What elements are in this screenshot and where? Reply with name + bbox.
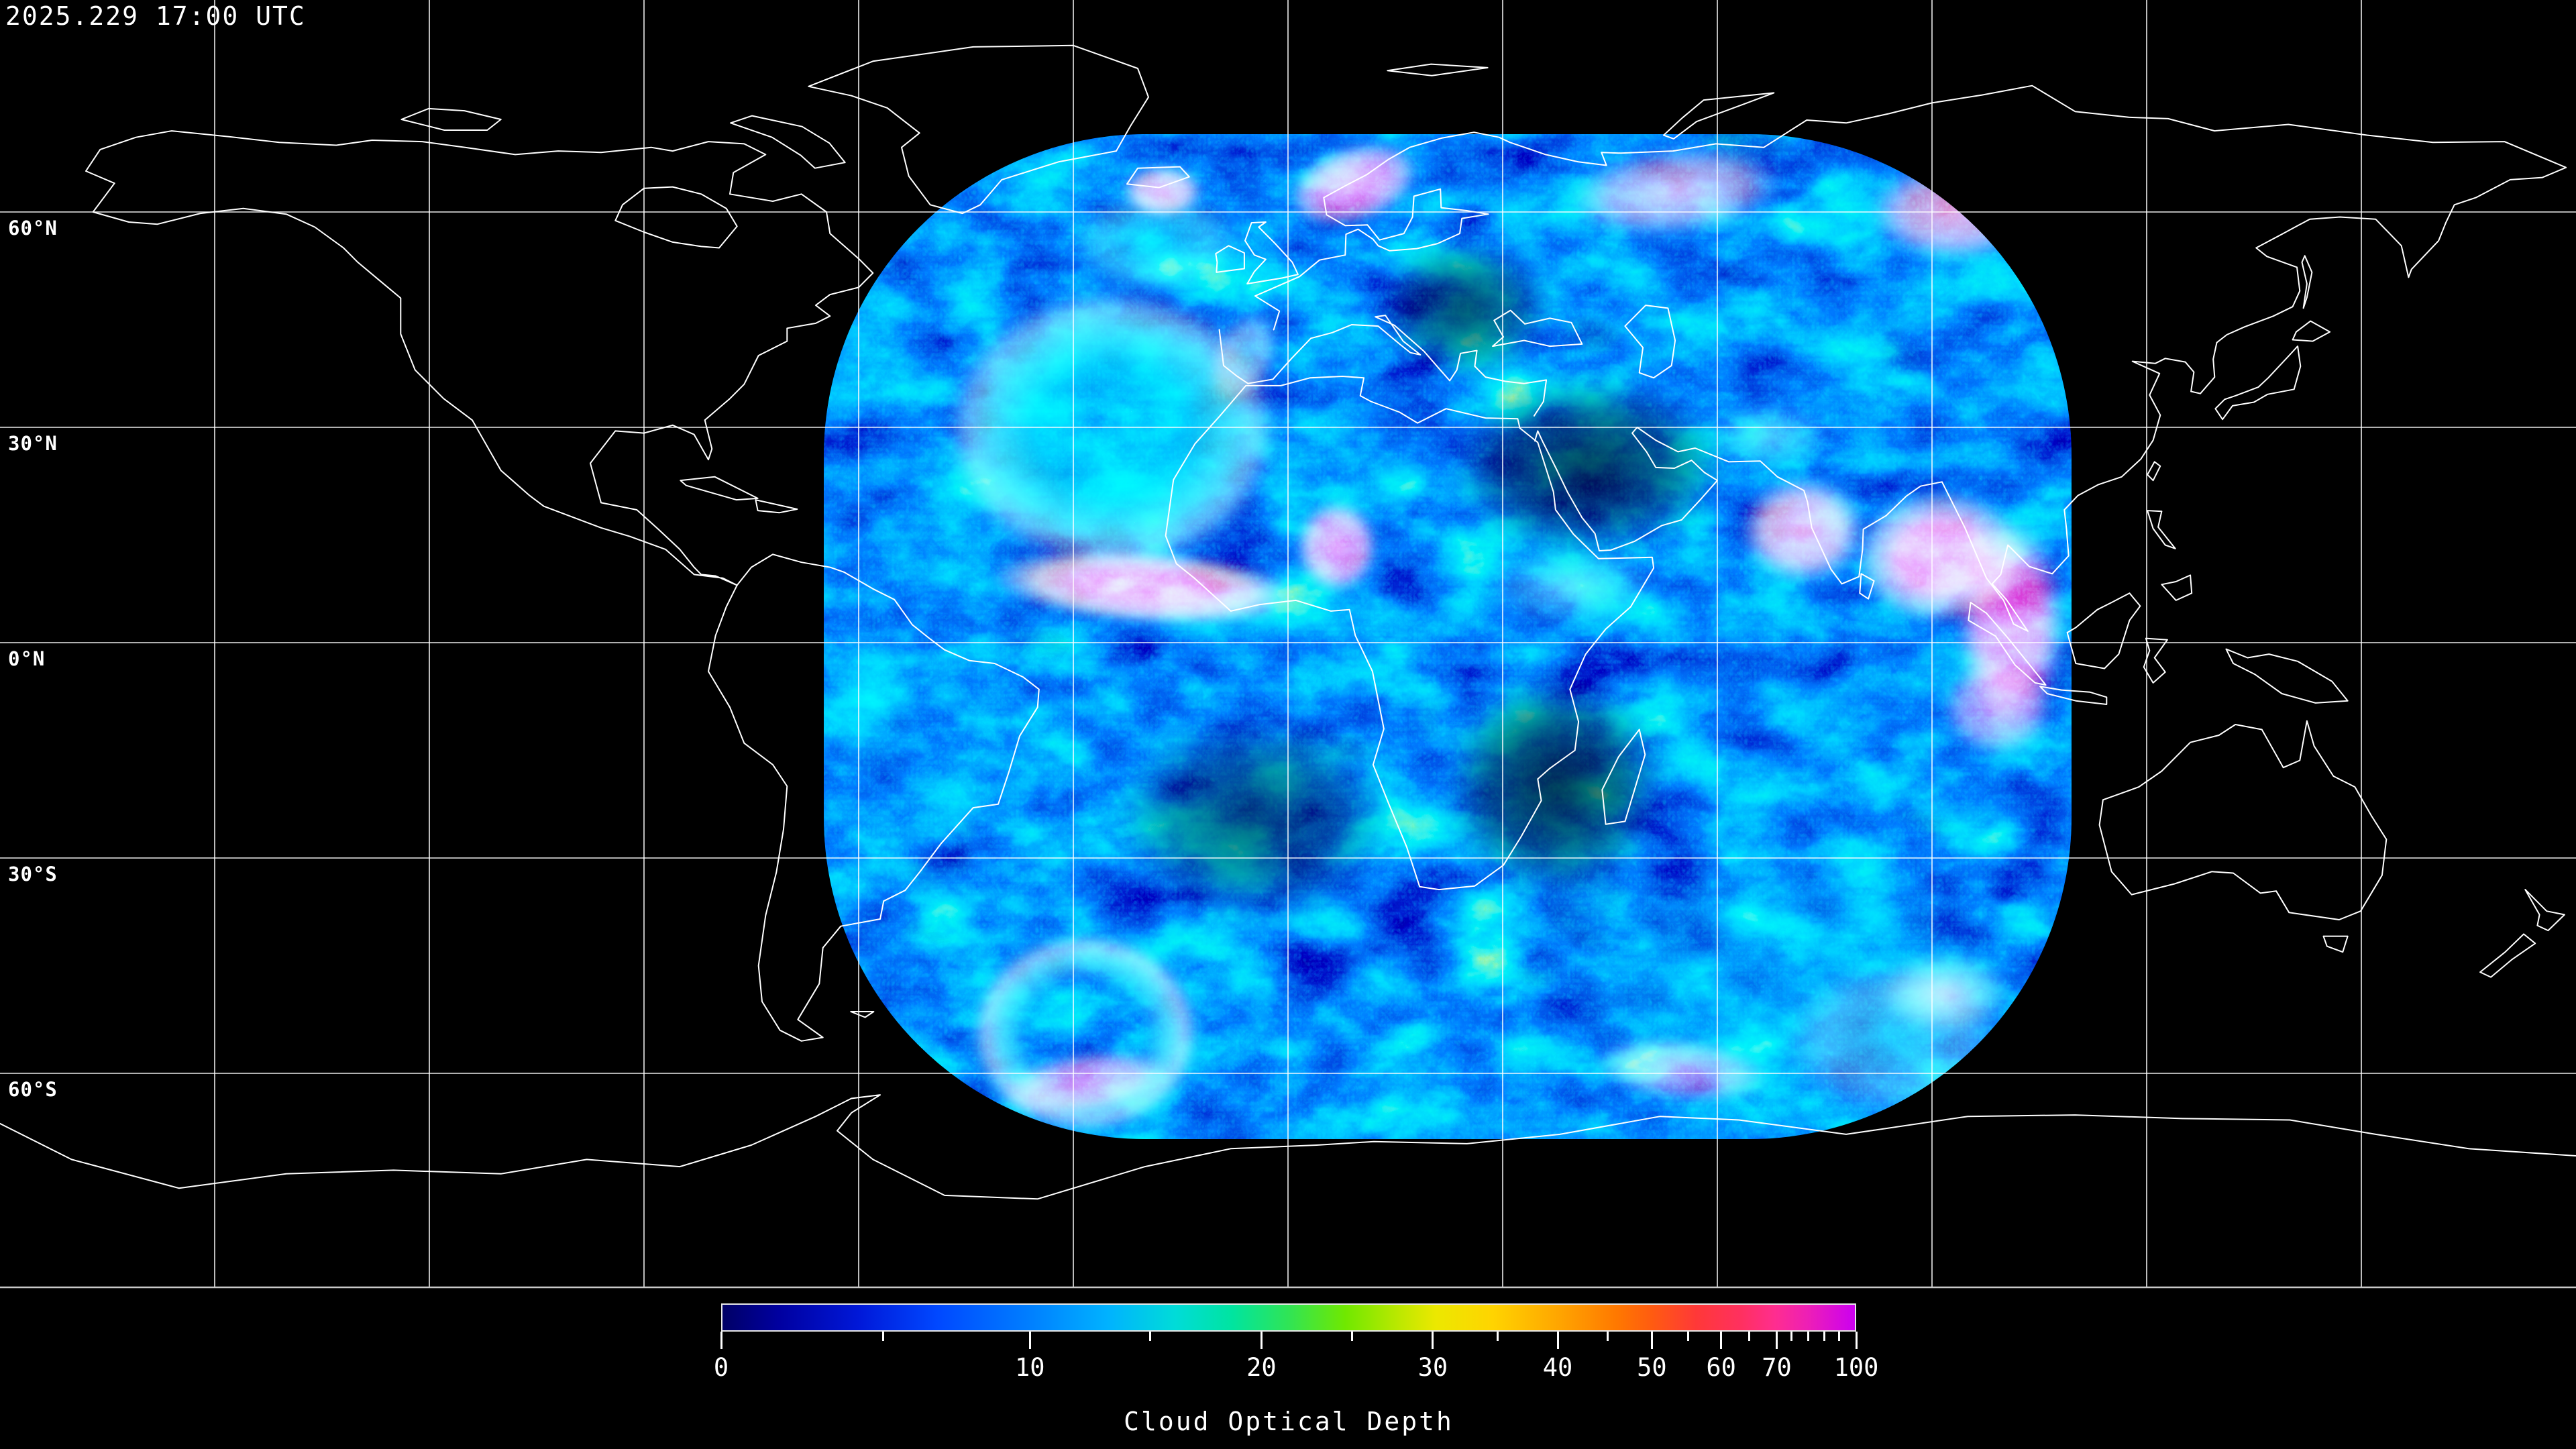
colorbar-tick-label: 70	[1762, 1353, 1792, 1382]
latitude-label: 60°N	[8, 217, 58, 239]
colorbar-tick-label: 60	[1706, 1353, 1736, 1382]
colorbar-tick-label: 100	[1833, 1353, 1879, 1382]
coastline	[2479, 933, 2536, 978]
coastline	[1387, 63, 1489, 76]
coastline	[2322, 935, 2349, 953]
colorbar-minor-tick	[1606, 1332, 1609, 1341]
timestamp-label: 2025.229 17:00 UTC	[5, 1, 306, 31]
colorbar-gradient	[721, 1303, 1856, 1332]
coastline	[2214, 345, 2302, 421]
colorbar-minor-tick	[1838, 1332, 1841, 1341]
coastline	[2292, 320, 2331, 342]
coastline	[2161, 574, 2193, 601]
colorbar-minor-tick	[1149, 1332, 1152, 1341]
latitude-label: 60°S	[8, 1078, 58, 1101]
colorbar-tick-label: 30	[1417, 1353, 1448, 1382]
colorbar-minor-tick	[1748, 1332, 1751, 1341]
coastline	[2066, 592, 2141, 669]
coastline	[1663, 92, 1775, 140]
colorbar-minor-tick	[882, 1332, 885, 1341]
colorbar-tick-label: 0	[713, 1353, 729, 1382]
colorbar-major-tick	[1028, 1332, 1031, 1349]
colorbar-tick-label: 20	[1246, 1353, 1277, 1382]
coastline	[614, 186, 738, 249]
world-map: 60°N 30°N 0°N 30°S 60°S 2025.229 17:00 UTC	[0, 0, 2576, 1289]
colorbar-tick-label: 10	[1014, 1353, 1045, 1382]
colorbar-minor-tick	[1823, 1332, 1826, 1341]
coastline	[2301, 255, 2313, 309]
colorbar-minor-tick	[1496, 1332, 1499, 1341]
latitude-label: 30°N	[8, 432, 58, 455]
colorbar-major-tick	[1260, 1332, 1263, 1349]
coastline	[2147, 461, 2161, 482]
cloud-optical-depth-swath	[824, 134, 2072, 1139]
colorbar-tick-label: 50	[1637, 1353, 1667, 1382]
coastline	[400, 107, 502, 131]
coastline	[2098, 720, 2387, 920]
colorbar-minor-tick	[1807, 1332, 1810, 1341]
colorbar-minor-tick	[1351, 1332, 1354, 1341]
coastline	[755, 499, 798, 514]
coastline	[2225, 648, 2349, 704]
colorbar-major-tick	[1432, 1332, 1434, 1349]
coastline	[2143, 637, 2168, 684]
colorbar-minor-tick	[1790, 1332, 1793, 1341]
colorbar-major-tick	[1720, 1332, 1723, 1349]
colorbar: 0 10 20 30 40 50 60 70 100 Cloud Optical Depth	[0, 1290, 2576, 1449]
colorbar-major-tick	[1776, 1332, 1778, 1349]
latitude-label: 30°S	[8, 863, 58, 885]
colorbar-minor-tick	[1687, 1332, 1690, 1341]
colorbar-major-tick	[720, 1332, 722, 1349]
coastline	[2524, 889, 2565, 932]
coastline	[2147, 510, 2176, 549]
cloud-field-noise	[824, 134, 2072, 1139]
colorbar-title: Cloud Optical Depth	[1124, 1407, 1454, 1436]
colorbar-major-tick	[1855, 1332, 1858, 1349]
coastline	[680, 476, 759, 501]
colorbar-major-tick	[1556, 1332, 1559, 1349]
colorbar-tick-label: 40	[1542, 1353, 1573, 1382]
coastline	[85, 130, 874, 586]
latitude-label: 0°N	[8, 647, 46, 670]
colorbar-major-tick	[1650, 1332, 1653, 1349]
